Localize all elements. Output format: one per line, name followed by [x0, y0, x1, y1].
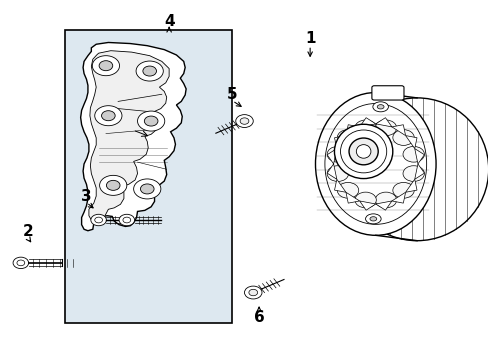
Circle shape — [374, 192, 396, 208]
Circle shape — [142, 66, 156, 76]
Ellipse shape — [369, 217, 376, 221]
Ellipse shape — [340, 130, 386, 173]
Circle shape — [95, 217, 102, 223]
Text: 2: 2 — [23, 224, 34, 239]
Polygon shape — [405, 136, 416, 149]
Ellipse shape — [324, 104, 426, 224]
Polygon shape — [89, 51, 169, 222]
Polygon shape — [391, 192, 405, 203]
Circle shape — [100, 175, 126, 195]
Polygon shape — [359, 118, 375, 127]
Circle shape — [244, 286, 262, 299]
Ellipse shape — [345, 98, 488, 241]
Ellipse shape — [372, 102, 387, 112]
Ellipse shape — [315, 93, 435, 235]
Circle shape — [337, 130, 358, 145]
FancyBboxPatch shape — [371, 86, 403, 100]
Polygon shape — [334, 179, 346, 192]
Circle shape — [235, 114, 253, 127]
Ellipse shape — [356, 145, 370, 158]
Circle shape — [326, 166, 348, 181]
Circle shape — [122, 217, 130, 223]
Circle shape — [119, 214, 134, 226]
Circle shape — [92, 56, 119, 76]
Circle shape — [95, 106, 122, 126]
Polygon shape — [414, 149, 424, 164]
Polygon shape — [326, 149, 336, 164]
Ellipse shape — [376, 105, 383, 109]
Circle shape — [136, 61, 163, 81]
Circle shape — [140, 184, 154, 194]
Circle shape — [144, 116, 158, 126]
Polygon shape — [375, 118, 391, 127]
Text: 4: 4 — [163, 14, 174, 28]
Circle shape — [248, 289, 257, 296]
Polygon shape — [346, 192, 359, 203]
Circle shape — [354, 192, 376, 208]
Ellipse shape — [365, 214, 380, 224]
Bar — [64, 30, 232, 323]
Circle shape — [106, 180, 120, 190]
Circle shape — [13, 257, 29, 269]
Text: 6: 6 — [253, 310, 264, 325]
Circle shape — [402, 166, 424, 181]
Circle shape — [240, 118, 248, 124]
Circle shape — [99, 61, 113, 71]
Ellipse shape — [334, 124, 392, 179]
Text: 1: 1 — [304, 31, 315, 46]
Text: 3: 3 — [81, 189, 92, 203]
Circle shape — [374, 120, 396, 136]
Circle shape — [392, 183, 413, 198]
Circle shape — [392, 130, 413, 145]
Text: 5: 5 — [226, 87, 237, 102]
Polygon shape — [391, 125, 405, 136]
Polygon shape — [326, 164, 336, 179]
Circle shape — [326, 147, 348, 162]
Circle shape — [402, 147, 424, 162]
Polygon shape — [375, 201, 391, 210]
Circle shape — [102, 111, 115, 121]
Circle shape — [337, 183, 358, 198]
Polygon shape — [414, 164, 424, 179]
Circle shape — [91, 214, 106, 226]
Polygon shape — [334, 136, 346, 149]
Polygon shape — [405, 179, 416, 192]
Ellipse shape — [348, 138, 377, 165]
Circle shape — [137, 111, 164, 131]
Circle shape — [354, 120, 376, 136]
Polygon shape — [359, 201, 375, 210]
Circle shape — [133, 179, 161, 199]
Circle shape — [17, 260, 25, 266]
Polygon shape — [81, 42, 186, 231]
Polygon shape — [346, 125, 359, 136]
